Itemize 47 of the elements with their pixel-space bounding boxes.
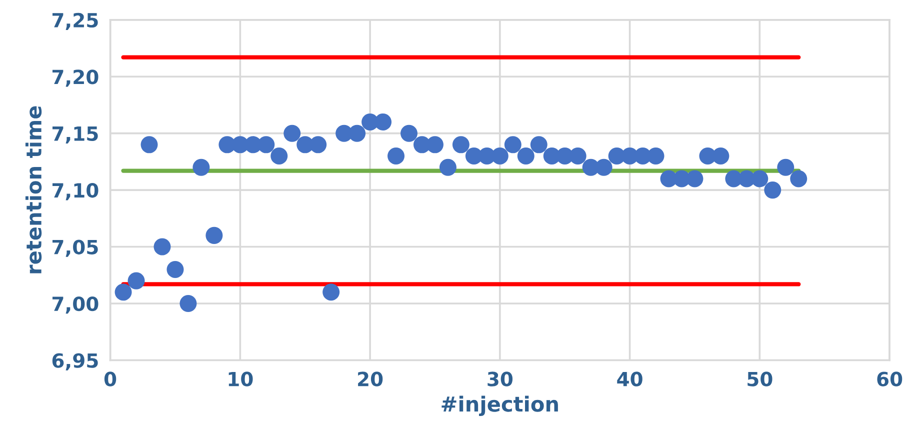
x-tick-label: 20 (358, 372, 383, 386)
point (686, 170, 704, 188)
point (140, 136, 158, 154)
point (258, 136, 275, 154)
point (751, 170, 768, 188)
point (595, 158, 612, 176)
y-tick-label: 7,05 (52, 240, 98, 257)
y-tick-label: 7,10 (52, 183, 98, 200)
x-tick-label: 30 (488, 372, 513, 386)
y-tick-label: 7,00 (52, 296, 98, 314)
x-tick-label: 10 (228, 372, 253, 386)
point (348, 124, 366, 142)
point (452, 136, 470, 154)
y-axis-title: retention time (25, 106, 42, 274)
point (322, 284, 340, 301)
point (712, 148, 730, 165)
point (388, 148, 405, 165)
point (154, 238, 171, 256)
point (128, 272, 145, 290)
point (192, 158, 210, 176)
point (647, 148, 664, 165)
point (284, 124, 301, 142)
point (310, 136, 327, 154)
x-tick-label: 60 (877, 372, 902, 386)
x-tick-label: 0 (104, 372, 116, 386)
y-tick-label: 7,15 (52, 126, 98, 144)
point (569, 148, 586, 165)
point (790, 170, 808, 188)
point (114, 284, 132, 301)
x-axis-title: #injection (442, 396, 558, 416)
point (439, 158, 456, 176)
point (374, 113, 392, 130)
x-tick-label: 50 (748, 372, 772, 386)
point (166, 260, 184, 278)
point (400, 124, 418, 142)
y-tick-label: 7,25 (52, 12, 98, 30)
point (180, 295, 197, 312)
x-tick-label: 40 (617, 372, 642, 386)
y-tick-label: 7,20 (52, 70, 98, 87)
point (777, 158, 794, 176)
y-tick-label: 6,95 (52, 353, 98, 370)
point (530, 136, 548, 154)
point (764, 182, 782, 199)
point (517, 148, 534, 165)
point (270, 148, 288, 165)
point (504, 136, 522, 154)
point (206, 226, 223, 244)
